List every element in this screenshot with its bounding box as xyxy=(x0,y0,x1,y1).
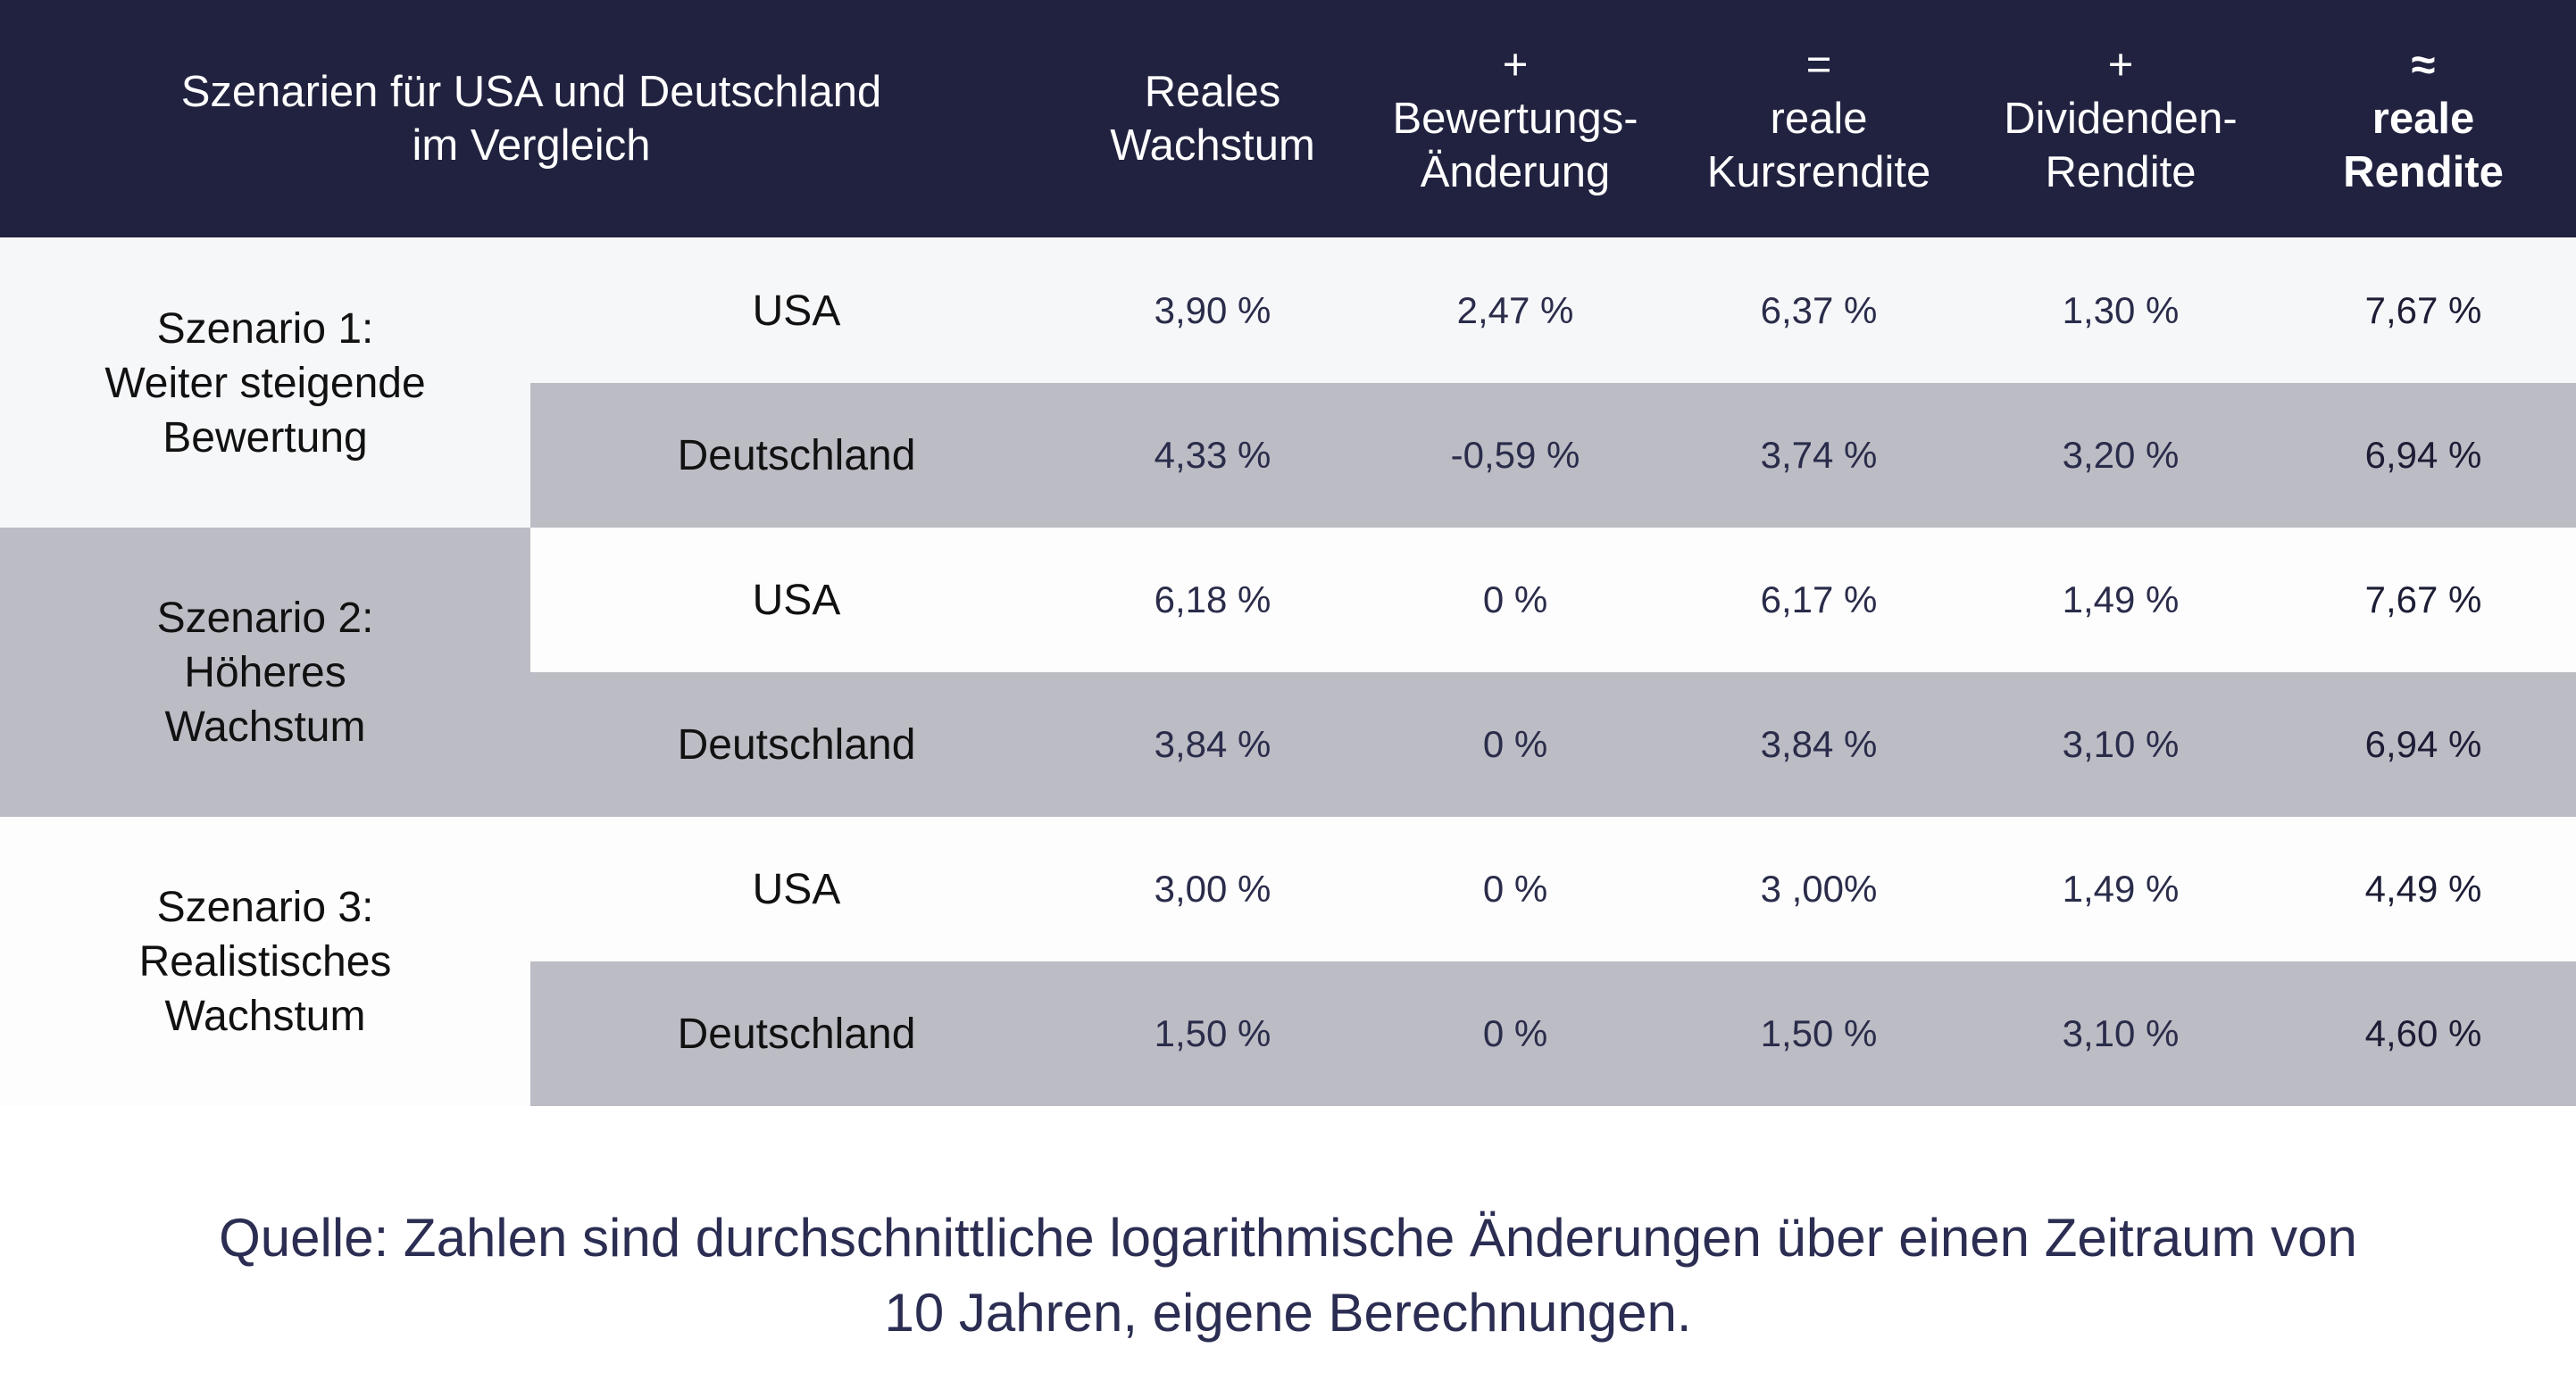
column-header-real-return: ≈ reale Rendite xyxy=(2272,0,2575,237)
value-cell: 1,30 % xyxy=(2062,289,2180,331)
column-header-line1: Bewertungs- xyxy=(1392,95,1638,143)
table-row: Deutschland 1,50 % 0 % 1,50 % 3,10 % 4,60 % xyxy=(530,961,2576,1106)
column-header-operator: + xyxy=(2107,41,2134,89)
value-cell: 1,49 % xyxy=(2062,868,2180,910)
value-cell: 3,74 % xyxy=(1760,434,1878,476)
table-row: USA 6,18 % 0 % 6,17 % 1,49 % 7,67 % xyxy=(530,528,2576,672)
value-cell: 3,10 % xyxy=(2062,723,2180,765)
value-cell: 0 % xyxy=(1482,723,1548,765)
scenario-label-line: Szenario 3: xyxy=(156,883,374,931)
source-note: Quelle: Zahlen sind durchschnittliche lo… xyxy=(0,1201,2576,1351)
table-row: Deutschland 3,84 % 0 % 3,84 % 3,10 % 6,94 % xyxy=(530,672,2576,817)
value-cell: 0 % xyxy=(1482,868,1548,910)
value-cell: 1,49 % xyxy=(2062,578,2180,620)
column-header-line1: Dividenden- xyxy=(2004,95,2238,143)
value-cell: 0 % xyxy=(1482,1012,1548,1054)
country-cell: Deutschland xyxy=(677,720,916,769)
column-header-operator: + xyxy=(1502,41,1529,89)
scenario-label-line: Realistisches xyxy=(138,937,392,986)
column-header-valuation-change: + Bewertungs- Änderung xyxy=(1363,0,1667,237)
country-cell: Deutschland xyxy=(677,431,916,479)
table-row: Deutschland 4,33 % -0,59 % 3,74 % 3,20 % 6,94… xyxy=(530,383,2576,528)
column-header-line2: Änderung xyxy=(1420,148,1611,196)
header-title-line2: im Vergleich xyxy=(412,121,651,170)
column-header-line1: Reales xyxy=(1144,68,1281,116)
value-cell: 6,18 % xyxy=(1154,578,1271,620)
column-header-line1: reale xyxy=(1770,95,1868,143)
value-cell: 3,90 % xyxy=(1154,289,1271,331)
scenario-label-line: Wachstum xyxy=(164,992,366,1040)
value-cell: 3,84 % xyxy=(1154,723,1271,765)
value-cell: 6,17 % xyxy=(1760,578,1878,620)
scenario-label-line: Szenario 2: xyxy=(156,594,374,642)
column-header-line2: Rendite xyxy=(2343,148,2504,196)
scenario-label-line: Wachstum xyxy=(164,703,366,751)
country-cell: Deutschland xyxy=(677,1010,916,1058)
scenario-label: Szenario 3: Realistisches Wachstum xyxy=(0,817,530,1106)
scenario-label-line: Szenario 1: xyxy=(156,304,374,353)
value-cell: 3,00 % xyxy=(1154,868,1271,910)
header-title: Szenarien für USA und Deutschland im Ver… xyxy=(0,0,1063,237)
value-cell: 3,84 % xyxy=(1760,723,1878,765)
scenario-label: Szenario 1: Weiter steigende Bewertung xyxy=(0,238,530,528)
table-row: USA 3,00 % 0 % 3 ,00% 1,49 % 4,49 % xyxy=(530,817,2576,961)
source-note-line1: Quelle: Zahlen sind durchschnittliche lo… xyxy=(219,1208,2357,1268)
table-row: USA 3,90 % 2,47 % 6,37 % 1,30 % 7,67 % xyxy=(530,238,2576,383)
value-cell: 6,37 % xyxy=(1760,289,1878,331)
value-cell: 7,67 % xyxy=(2364,578,2482,620)
country-cell: USA xyxy=(752,576,841,624)
column-header-real-price-return: = reale Kursrendite xyxy=(1667,0,1971,237)
value-cell: 7,67 % xyxy=(2364,289,2482,331)
value-cell: -0,59 % xyxy=(1450,434,1580,476)
value-cell: 3 ,00% xyxy=(1760,868,1878,910)
value-cell: 3,20 % xyxy=(2062,434,2180,476)
scenario-label-line: Weiter steigende xyxy=(104,359,426,407)
value-cell: 4,33 % xyxy=(1154,434,1271,476)
source-note-line2: 10 Jahren, eigene Berechnungen. xyxy=(884,1283,1692,1343)
value-cell: 4,49 % xyxy=(2364,868,2482,910)
value-cell: 1,50 % xyxy=(1154,1012,1271,1054)
scenario-label-line: Höheres xyxy=(184,648,346,696)
scenario-label-line: Bewertung xyxy=(163,413,368,462)
value-cell: 0 % xyxy=(1482,578,1548,620)
value-cell: 1,50 % xyxy=(1760,1012,1878,1054)
scenario-label: Szenario 2: Höheres Wachstum xyxy=(0,528,530,817)
value-cell: 3,10 % xyxy=(2062,1012,2180,1054)
table-header: Szenarien für USA und Deutschland im Ver… xyxy=(0,0,2576,237)
column-header-line2: Wachstum xyxy=(1110,121,1315,170)
column-header-line2: Rendite xyxy=(2045,148,2197,196)
column-header-dividend-yield: + Dividenden- Rendite xyxy=(1969,0,2272,237)
value-cell: 6,94 % xyxy=(2364,723,2482,765)
column-header-operator: ≈ xyxy=(2411,41,2436,89)
column-header-line2: Kursrendite xyxy=(1706,148,1931,196)
column-header-line1: reale xyxy=(2372,95,2475,143)
value-cell: 4,60 % xyxy=(2364,1012,2482,1054)
country-cell: USA xyxy=(752,865,841,913)
column-header-real-growth: Reales Wachstum xyxy=(1061,0,1364,237)
value-cell: 2,47 % xyxy=(1456,289,1574,331)
country-cell: USA xyxy=(752,287,841,335)
column-header-operator: = xyxy=(1805,41,1832,89)
value-cell: 6,94 % xyxy=(2364,434,2482,476)
header-title-line1: Szenarien für USA und Deutschland xyxy=(180,68,882,116)
